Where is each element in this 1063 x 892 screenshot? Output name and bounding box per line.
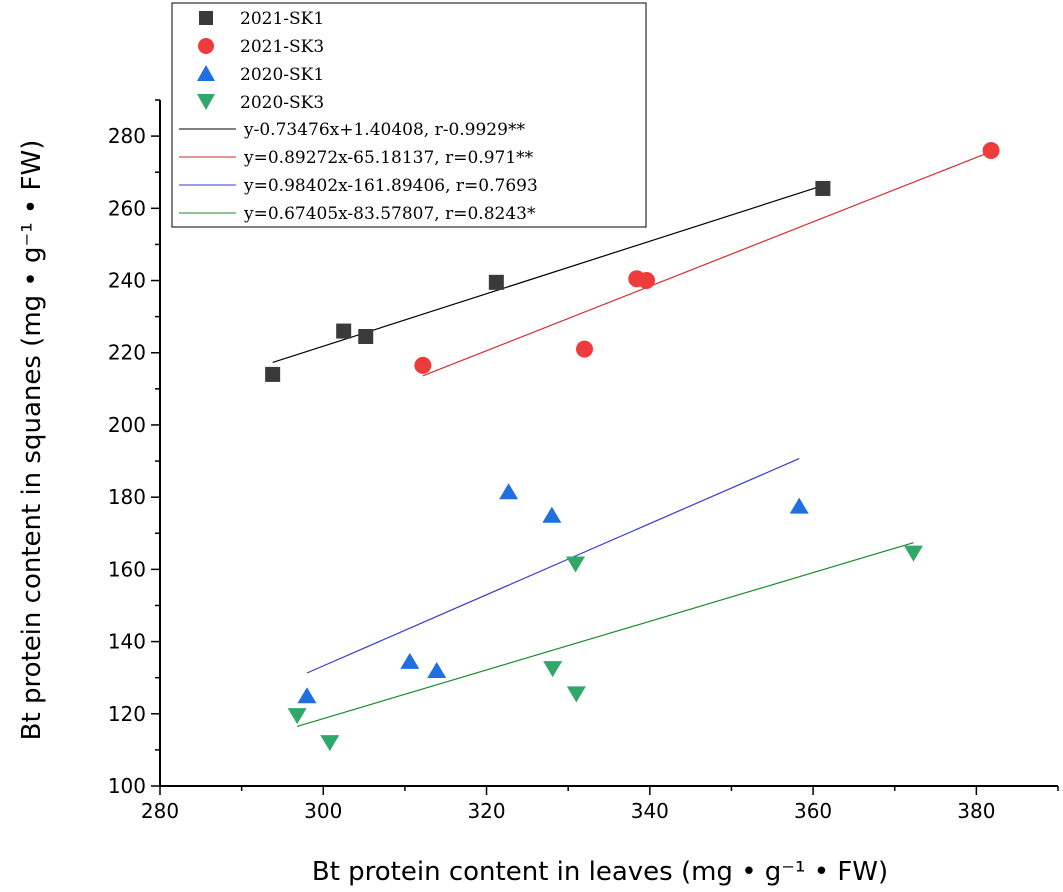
x-tick-label: 280 (141, 799, 179, 823)
legend-label-2021-sk1: 2021-SK1 (240, 9, 324, 29)
point-2020-sk1 (499, 483, 519, 500)
x-tick-label: 300 (304, 799, 342, 823)
legend-marker-2021-sk3 (198, 38, 214, 54)
regression-line-4 (296, 542, 914, 728)
point-2020-sk3 (904, 545, 924, 562)
y-tick-label: 260 (108, 196, 146, 220)
legend-label-fit-2: y=0.89272x-65.18137, r=0.971** (243, 148, 534, 168)
point-2021-sk3 (638, 272, 656, 290)
legend-label-2020-sk1: 2020-SK1 (240, 65, 324, 85)
point-2020-sk1 (427, 661, 447, 678)
point-2021-sk1 (815, 180, 831, 196)
point-2020-sk3 (566, 556, 586, 573)
legend-label-fit-1: y-0.73476x+1.40408, r-0.9929** (243, 120, 525, 140)
regression-lines (272, 151, 992, 728)
point-2020-sk1 (400, 652, 420, 669)
regression-line-3 (306, 457, 800, 674)
point-2021-sk1 (488, 274, 504, 290)
point-2020-sk1 (542, 506, 562, 523)
legend-label-2021-sk3: 2021-SK3 (240, 37, 324, 57)
y-axis-title: Bt protein content in squanes (mg • g⁻¹ … (17, 140, 47, 741)
point-2021-sk1 (336, 323, 352, 339)
y-tick-label: 280 (108, 124, 146, 148)
y-tick-label: 160 (108, 557, 146, 581)
legend-marker-2020-sk1 (197, 65, 215, 81)
data-points (265, 142, 1000, 752)
x-tick-label: 340 (631, 799, 669, 823)
y-tick-label: 200 (108, 413, 146, 437)
legend-label-2020-sk3: 2020-SK3 (240, 93, 324, 113)
y-tick-label: 180 (108, 485, 146, 509)
x-tick-label: 380 (957, 799, 995, 823)
point-2021-sk3 (414, 356, 432, 374)
point-2021-sk3 (982, 142, 1000, 160)
axis-ticks: 280 300 320 340 360 380 100 120 140 160 180 200 220 2… (108, 99, 1059, 823)
point-2020-sk3 (287, 708, 307, 725)
legend-label-fit-4: y=0.67405x-83.57807, r=0.8243* (243, 204, 536, 224)
point-2020-sk3 (320, 735, 340, 752)
legend-label-fit-3: y=0.98402x-161.89406, r=0.7693 (243, 176, 538, 196)
point-2021-sk1 (265, 366, 281, 382)
point-2021-sk3 (576, 340, 594, 358)
regression-line-2 (422, 151, 992, 377)
legend-box (171, 2, 647, 228)
legend-marker-2020-sk3 (197, 94, 215, 110)
x-axis-title: Bt protein content in leaves (mg • g⁻¹ •… (312, 857, 888, 887)
point-2021-sk1 (358, 328, 374, 344)
point-2020-sk3 (566, 686, 586, 703)
y-tick-label: 240 (108, 269, 146, 293)
legend: 2021-SK1 2021-SK3 2020-SK1 2020-SK3 y-0.… (171, 2, 647, 228)
point-2020-sk1 (789, 497, 809, 514)
x-tick-label: 320 (467, 799, 505, 823)
point-2020-sk3 (543, 661, 563, 678)
y-tick-label: 100 (108, 774, 146, 798)
point-2020-sk1 (297, 687, 317, 704)
y-tick-label: 140 (108, 630, 146, 654)
y-tick-label: 220 (108, 341, 146, 365)
legend-marker-2021-sk1 (199, 11, 213, 25)
y-tick-label: 120 (108, 702, 146, 726)
x-tick-label: 360 (794, 799, 832, 823)
